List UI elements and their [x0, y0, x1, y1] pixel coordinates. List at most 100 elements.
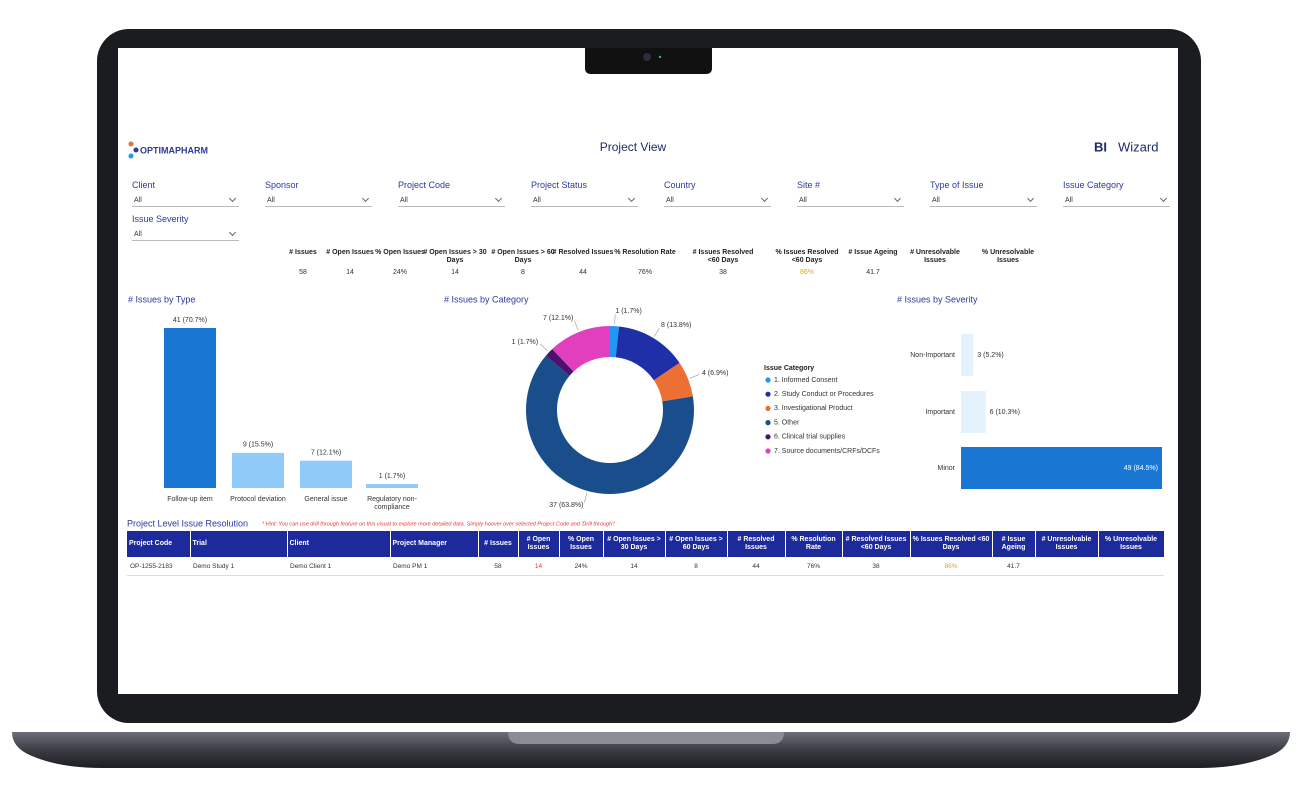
table-cell: 44: [727, 557, 785, 576]
value-label: 37 (63.8%): [549, 502, 583, 509]
chart-title: # Issues by Category: [444, 294, 529, 304]
leader-line: [689, 374, 700, 379]
table-cell: 41.7: [992, 557, 1035, 576]
column-header[interactable]: # Unresolvable Issues: [1035, 531, 1099, 557]
value-label: 1 (1.7%): [512, 339, 538, 346]
column-header[interactable]: Project Code: [127, 531, 191, 557]
filter-dropdown[interactable]: All: [132, 228, 239, 241]
table-cell: 14: [603, 557, 665, 576]
filter-dropdown[interactable]: All: [930, 194, 1037, 207]
legend-label: 2. Study Conduct or Procedures: [774, 391, 874, 398]
table-cell: 8: [665, 557, 727, 576]
camera-light: [658, 55, 662, 59]
logo: OPTIMAPHARM: [140, 145, 208, 155]
notch: [585, 48, 712, 74]
filter-dropdown[interactable]: All: [1063, 194, 1170, 207]
kpi-value: 86%: [799, 269, 814, 276]
kpi-label: # Issues Resolved <60 Days: [692, 249, 754, 264]
leader-line: [540, 343, 548, 352]
kpi-label: % Resolution Rate: [614, 249, 676, 256]
table-cell: Demo Client 1: [287, 557, 390, 576]
column-header[interactable]: Trial: [190, 531, 288, 557]
bar: [961, 391, 986, 433]
column-header[interactable]: % Unresolvable Issues: [1098, 531, 1165, 557]
column-header[interactable]: # Resolved Issues <60 Days: [842, 531, 911, 557]
donut-slice: [525, 355, 694, 495]
kpi-label: # Issues: [289, 249, 317, 256]
table-cell[interactable]: OP-1255-2183: [127, 557, 190, 576]
kpi-value: 41.7: [866, 269, 880, 276]
camera: [643, 53, 651, 61]
column-header[interactable]: # Issue Ageing: [992, 531, 1036, 557]
y-tick-label: Non-Important: [910, 352, 955, 359]
logo-dot: [128, 141, 134, 147]
column-header[interactable]: # Issues: [478, 531, 519, 557]
bar: [164, 328, 216, 488]
kpi-value: 76%: [637, 269, 652, 276]
value-label: 8 (13.8%): [661, 322, 691, 329]
filter-dropdown[interactable]: All: [531, 194, 638, 207]
kpi-label: % Open Issues: [375, 249, 425, 256]
table-cell: 38: [842, 557, 910, 576]
filter-dropdown[interactable]: All: [132, 194, 239, 207]
column-header[interactable]: # Resolved Issues: [727, 531, 786, 557]
table-cell: 58: [478, 557, 518, 576]
legend-label: 1. Informed Consent: [774, 377, 837, 384]
filter-dropdown[interactable]: All: [265, 194, 372, 207]
filter-label: Type of Issue: [930, 180, 984, 190]
table-cell: 76%: [785, 557, 842, 576]
value-label: 1 (1.7%): [615, 308, 641, 315]
filter-label: Site #: [797, 180, 821, 190]
donut-slice: [615, 326, 680, 381]
base-notch: [508, 732, 784, 744]
value-label: 41 (70.7%): [173, 317, 207, 324]
legend-marker: [765, 448, 771, 454]
bar: [961, 447, 1162, 489]
filter-label: Issue Category: [1063, 180, 1124, 190]
column-header[interactable]: % Resolution Rate: [785, 531, 843, 557]
filter-dropdown[interactable]: All: [797, 194, 904, 207]
kpi-value: 44: [579, 269, 587, 276]
legend-label: 6. Clinical trial supplies: [774, 434, 846, 441]
filter-dropdown[interactable]: All: [664, 194, 771, 207]
column-header[interactable]: % Issues Resolved <60 Days: [910, 531, 993, 557]
column-header[interactable]: # Open Issues: [518, 531, 560, 557]
donut-slice: [610, 325, 620, 358]
column-header[interactable]: Project Manager: [390, 531, 479, 557]
kpi-label: % Unresolvable Issues: [981, 249, 1035, 264]
page-title: Project View: [600, 140, 667, 154]
kpi-label: # Open Issues > 60 Days: [491, 249, 555, 264]
legend-marker: [765, 405, 771, 411]
table-cell: Demo Study 1: [190, 557, 287, 576]
y-tick-label: Important: [925, 409, 955, 416]
filter-label: Issue Severity: [132, 214, 189, 224]
donut-slice: [653, 362, 693, 402]
brand-bi: BI: [1094, 139, 1107, 154]
table-cell: [1098, 557, 1164, 576]
bar: [366, 484, 418, 488]
laptop-base: [12, 732, 1290, 768]
bar: [961, 334, 974, 376]
leader-line: [654, 327, 660, 337]
kpi-label: # Unresolvable Issues: [910, 249, 960, 264]
column-header[interactable]: # Open Issues > 60 Days: [665, 531, 728, 557]
logo-dot: [133, 147, 139, 153]
issue-table: Project Code Trial Client Project Manager # …: [127, 531, 1165, 576]
value-label: 1 (1.7%): [379, 473, 405, 480]
chart-title: # Issues by Type: [128, 294, 195, 304]
filter-dropdown[interactable]: All: [398, 194, 505, 207]
legend-marker: [765, 420, 771, 426]
filter-label: Project Code: [398, 180, 451, 190]
leader-line: [574, 320, 579, 331]
x-tick-label: General issue: [304, 496, 348, 503]
kpi-label: # Resolved Issues: [552, 249, 614, 256]
column-header[interactable]: # Open Issues > 30 Days: [603, 531, 666, 557]
legend-label: 3. Investigational Product: [774, 405, 853, 412]
column-header[interactable]: % Open Issues: [559, 531, 604, 557]
brand-wizard: Wizard: [1118, 139, 1158, 154]
bar: [300, 460, 352, 488]
donut-slice: [545, 349, 574, 376]
column-header[interactable]: Client: [287, 531, 391, 557]
kpi-value: 14: [451, 269, 459, 276]
